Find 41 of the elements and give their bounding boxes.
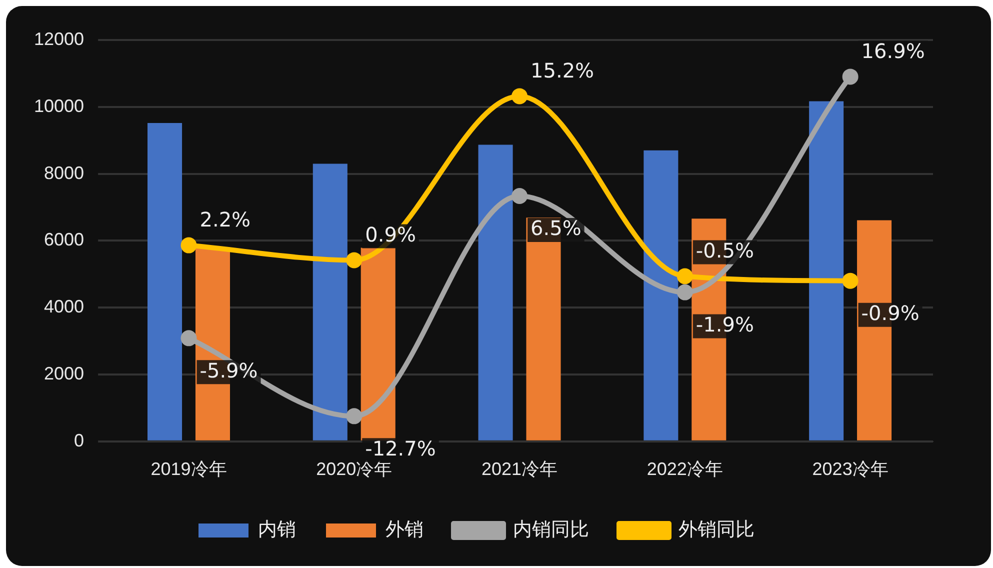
x-tick-label: 2020冷年 — [316, 459, 392, 480]
point — [512, 188, 528, 204]
data-label: 6.5% — [530, 216, 582, 240]
legend-label: 外销 — [386, 520, 424, 541]
point — [842, 68, 858, 85]
y-tick-label: 2000 — [44, 363, 84, 384]
y-tick-label: 0 — [74, 430, 84, 450]
point — [346, 408, 362, 424]
data-label: -0.5% — [696, 238, 754, 262]
y-tick-label: 4000 — [44, 296, 84, 317]
y-tick-label: 10000 — [34, 96, 84, 116]
y-tick-label: 6000 — [44, 230, 84, 250]
x-tick-label: 2022冷年 — [646, 459, 723, 480]
x-tick-label: 2021冷年 — [482, 459, 558, 480]
y-tick-label: 12000 — [34, 28, 84, 49]
legend-label: 外销同比 — [678, 520, 754, 541]
x-tick-label: 2023冷年 — [812, 459, 888, 480]
data-label: 15.2% — [530, 58, 594, 82]
data-label: 2.2% — [200, 207, 251, 232]
y-tick-label: 8000 — [44, 162, 84, 183]
point — [676, 268, 693, 284]
point — [180, 330, 197, 346]
bar — [478, 144, 513, 440]
bar — [312, 164, 348, 440]
bar — [809, 101, 844, 440]
point — [346, 252, 362, 268]
legend-label: 内销 — [258, 520, 296, 541]
data-label: -0.9% — [861, 301, 920, 326]
data-label: 0.9% — [365, 222, 416, 246]
point — [180, 237, 197, 254]
data-label: -1.9% — [696, 312, 754, 337]
bar — [148, 122, 182, 440]
x-tick-label: 2019冷年 — [150, 459, 227, 480]
data-label: -5.9% — [200, 358, 258, 382]
point — [842, 272, 858, 289]
data-label: 16.9% — [861, 38, 925, 63]
point — [512, 88, 528, 104]
data-label: -12.7% — [365, 436, 436, 460]
bar — [644, 150, 678, 440]
point — [676, 284, 693, 300]
legend-label: 内销同比 — [513, 520, 589, 541]
